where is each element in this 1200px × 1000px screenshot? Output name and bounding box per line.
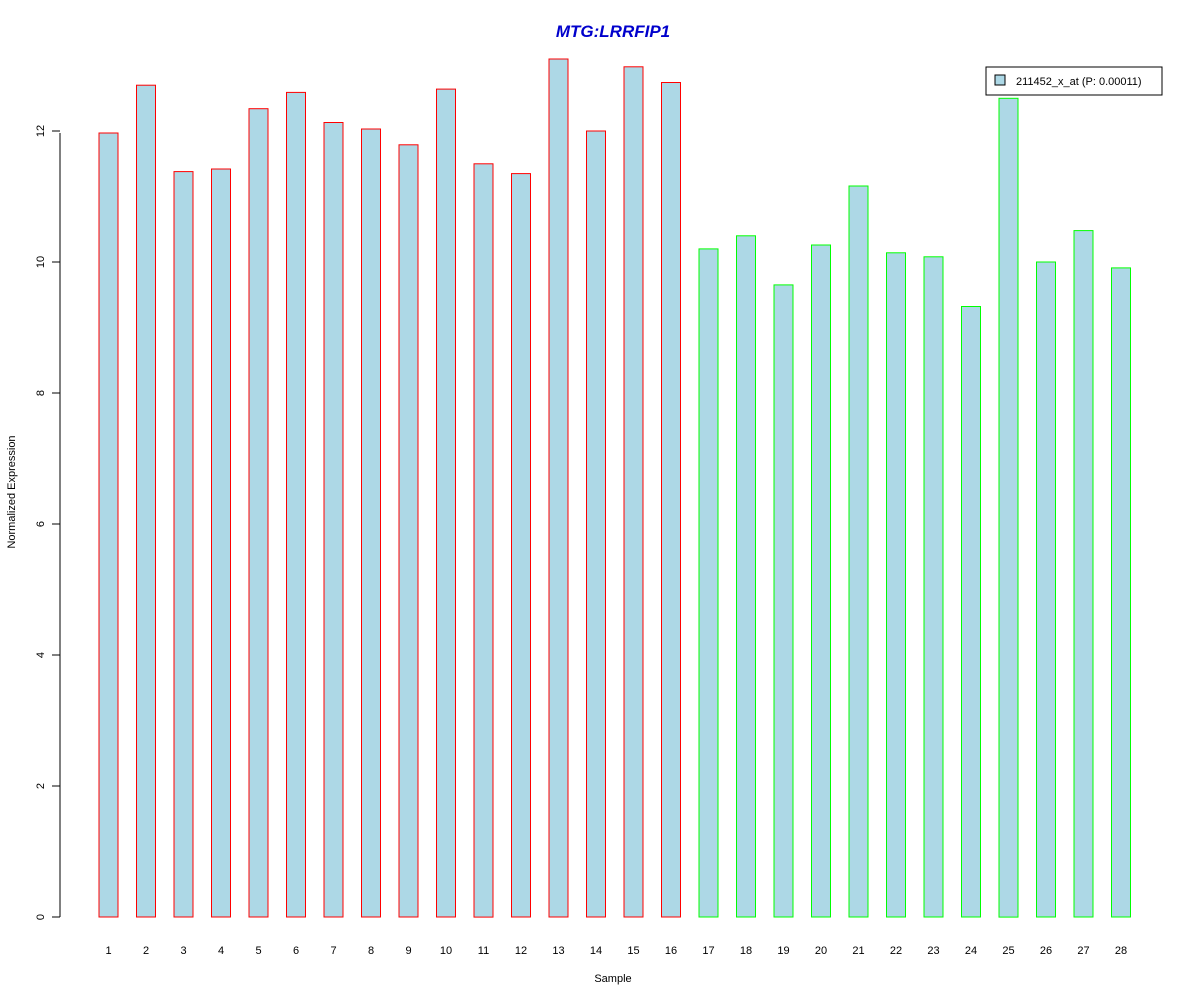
bar-sample-3 (173, 171, 194, 918)
x-tick-label: 2 (143, 945, 149, 957)
bar-sample-20 (811, 244, 831, 918)
x-tick-label: 28 (1115, 945, 1127, 957)
x-tick-label: 22 (890, 945, 902, 957)
x-tick-label: 9 (405, 945, 411, 957)
bar-sample-21 (848, 185, 869, 918)
bar-sample-19 (773, 284, 794, 918)
y-tick-label: 4 (35, 652, 47, 658)
bar-sample-4 (211, 168, 231, 918)
bar-sample-12 (511, 173, 531, 918)
x-tick-label: 25 (1002, 945, 1014, 957)
bar-sample-7 (323, 122, 344, 918)
legend-label: 211452_x_at (P: 0.00011) (1016, 76, 1142, 88)
x-tick-label: 12 (515, 945, 527, 957)
bar-sample-16 (661, 82, 681, 918)
y-ticks: 0 2 4 6 8 10 12 (35, 125, 60, 920)
x-tick-label: 26 (1040, 945, 1052, 957)
bars (98, 58, 1131, 918)
y-tick-label: 0 (35, 914, 47, 920)
x-tick-label: 23 (927, 945, 939, 957)
bar-sample-11 (473, 163, 494, 918)
x-tick-label: 3 (180, 945, 186, 957)
bar-sample-17 (698, 248, 719, 918)
bar-sample-25 (998, 97, 1019, 918)
x-tick-label: 17 (702, 945, 714, 957)
x-tick-label: 24 (965, 945, 977, 957)
x-tick-label: 4 (218, 945, 224, 957)
bar-sample-2 (136, 84, 156, 918)
x-tick-label: 5 (255, 945, 261, 957)
bar-sample-10 (436, 88, 456, 918)
bar-sample-18 (736, 235, 756, 918)
bar-sample-9 (398, 144, 419, 918)
y-tick-label: 10 (35, 256, 47, 268)
bar-sample-14 (586, 130, 606, 918)
bar-sample-22 (886, 252, 906, 918)
x-tick-label: 14 (590, 945, 602, 957)
bar-sample-23 (923, 256, 944, 918)
bar-sample-5 (248, 108, 269, 918)
y-axis-label: Normalized Expression (6, 435, 18, 548)
x-tick-label: 11 (478, 945, 489, 957)
legend-box (985, 66, 1163, 96)
bar-sample-6 (286, 91, 306, 918)
x-tick-label: 19 (777, 945, 789, 957)
x-tick-label: 21 (852, 945, 864, 957)
x-tick-label: 27 (1077, 945, 1089, 957)
x-tick-label: 7 (330, 945, 336, 957)
x-tick-label: 1 (105, 945, 111, 957)
x-tick-label: 13 (552, 945, 564, 957)
y-tick-label: 2 (35, 783, 47, 789)
x-tick-label: 8 (368, 945, 374, 957)
y-axis: 0 2 4 6 8 10 12 (35, 125, 61, 920)
bar-sample-13 (548, 58, 569, 918)
x-tick-label: 20 (815, 945, 827, 957)
y-tick-label: 8 (35, 390, 47, 396)
x-tick-label: 10 (440, 945, 452, 957)
bar-sample-8 (361, 128, 381, 918)
y-tick-label: 12 (35, 125, 47, 137)
x-tick-label: 18 (740, 945, 752, 957)
x-tick-label: 16 (665, 945, 677, 957)
legend: 211452_x_at (P: 0.00011) (985, 66, 1163, 96)
bar-sample-24 (961, 306, 981, 918)
legend-swatch (994, 74, 1006, 86)
bar-sample-27 (1073, 230, 1094, 918)
x-tick-label: 15 (627, 945, 639, 957)
x-tick-label: 6 (293, 945, 299, 957)
chart-title: MTG:LRRFIP1 (556, 22, 670, 41)
x-axis-label: Sample (594, 973, 631, 985)
bar-sample-28 (1111, 267, 1131, 918)
bar-sample-15 (623, 66, 644, 918)
bar-sample-1 (98, 132, 119, 918)
y-tick-label: 6 (35, 521, 47, 527)
bar-sample-26 (1036, 261, 1056, 918)
x-tick-labels: 1 2 3 4 5 6 7 8 9 10 11 12 13 14 15 16 17 18 19 20 21 22 23 24 2… (105, 945, 1127, 957)
